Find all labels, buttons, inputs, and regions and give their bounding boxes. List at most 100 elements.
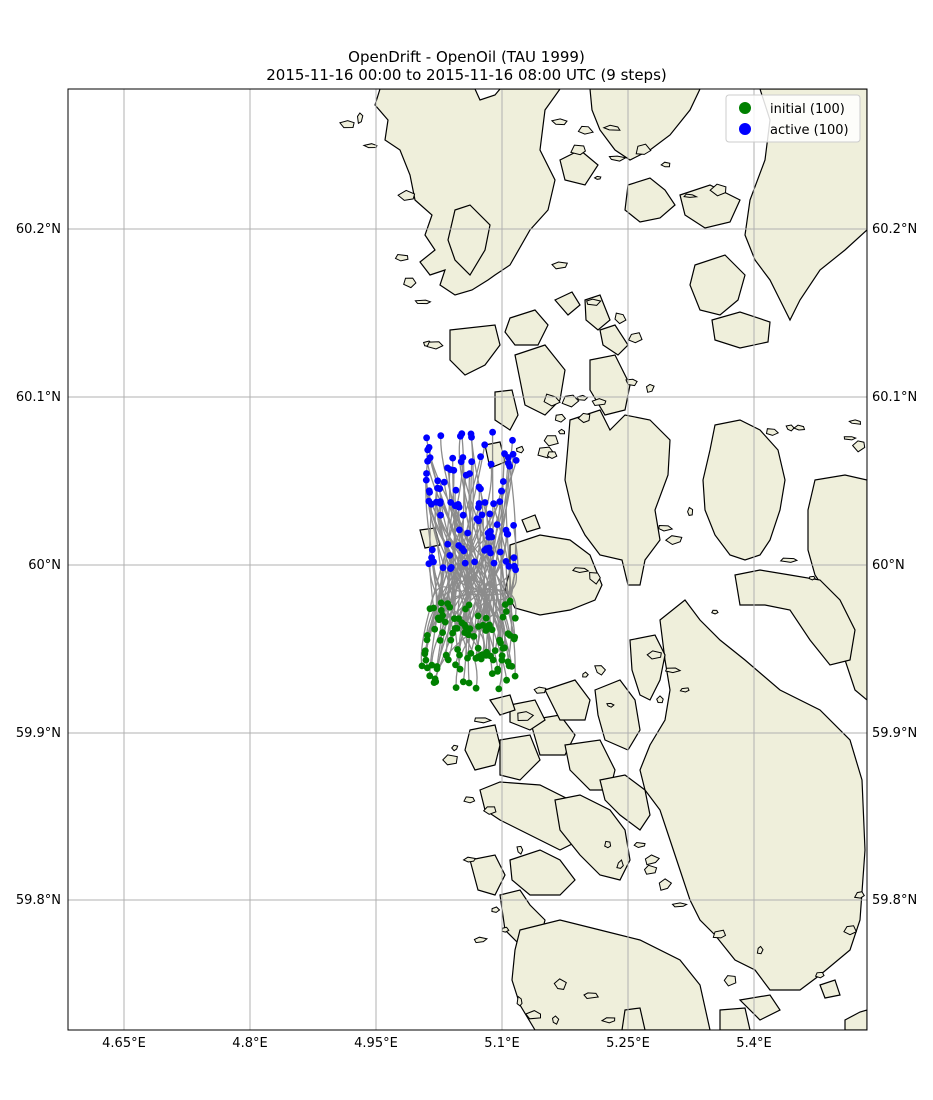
- initial-particle: [482, 614, 490, 622]
- initial-particle: [511, 672, 519, 680]
- islet: [533, 686, 547, 694]
- islet: [397, 189, 416, 201]
- trajectory-line: [467, 550, 486, 684]
- islet: [660, 161, 671, 168]
- active-particle: [511, 562, 518, 570]
- initial-particle: [447, 636, 455, 644]
- initial-particle: [456, 665, 464, 673]
- initial-particle: [503, 676, 510, 684]
- islet: [473, 717, 493, 724]
- initial-particle: [446, 603, 454, 611]
- lat-tick-label-left: 60.1°N: [16, 390, 61, 405]
- active-particle: [428, 546, 436, 554]
- islet: [658, 878, 673, 891]
- islet: [843, 436, 858, 441]
- active-particle: [434, 477, 442, 485]
- islet: [473, 936, 489, 944]
- trajectory-line: [436, 561, 476, 669]
- islet: [600, 1017, 616, 1024]
- initial-particle: [418, 662, 426, 670]
- legend-label-initial: initial (100): [770, 102, 845, 117]
- initial-particle: [442, 651, 450, 659]
- active-particle: [456, 526, 463, 534]
- active-particle: [489, 428, 496, 436]
- lon-tick-label: 5.25°E: [606, 1036, 650, 1051]
- lon-tick-label: 4.65°E: [102, 1036, 146, 1051]
- islet: [606, 702, 615, 708]
- islet: [589, 571, 601, 585]
- active-particle: [473, 515, 481, 523]
- active-particle: [475, 503, 482, 511]
- lat-tick-label-right: 60.1°N: [872, 390, 917, 405]
- active-particle: [501, 450, 508, 458]
- initial-particle: [472, 684, 480, 692]
- trajectory-line: [505, 561, 516, 677]
- islet: [517, 711, 535, 722]
- lat-tick-label-left: 60°N: [28, 558, 61, 573]
- small-islets: [339, 112, 866, 1025]
- legend: initial (100) active (100): [725, 94, 861, 143]
- initial-particles: [418, 597, 519, 693]
- lat-tick-label-left: 60.2°N: [16, 222, 61, 237]
- islet: [779, 557, 799, 563]
- initial-particle: [501, 644, 508, 652]
- islet: [614, 312, 627, 325]
- active-particle: [477, 453, 484, 461]
- active-particle: [466, 470, 473, 477]
- legend-marker-active: [739, 123, 751, 135]
- trajectory-line: [462, 532, 469, 682]
- islet: [586, 298, 602, 306]
- active-particle: [496, 548, 504, 556]
- active-particle: [424, 457, 431, 465]
- active-particle: [510, 522, 517, 529]
- islet: [543, 435, 559, 447]
- islet: [550, 118, 568, 126]
- islet: [851, 440, 866, 453]
- initial-particle: [422, 656, 430, 664]
- islet: [635, 143, 652, 155]
- islet: [570, 144, 586, 156]
- islet: [656, 695, 664, 704]
- active-particle: [451, 502, 459, 510]
- initial-particle: [455, 615, 462, 622]
- islet: [442, 754, 458, 766]
- islet: [658, 524, 674, 532]
- active-particle: [487, 460, 495, 468]
- initial-particle: [459, 678, 467, 686]
- active-particle: [504, 459, 512, 467]
- trajectory-line: [476, 518, 513, 667]
- active-particle: [498, 487, 505, 495]
- map-title-line1: OpenDrift - OpenOil (TAU 1999): [348, 48, 585, 66]
- islet: [551, 1015, 560, 1025]
- trajectory-line: [508, 466, 517, 603]
- active-particle: [481, 441, 489, 449]
- active-particle: [512, 457, 520, 464]
- active-particle: [449, 454, 457, 462]
- islet: [594, 665, 607, 676]
- initial-particle: [464, 654, 471, 662]
- active-particle: [475, 483, 483, 491]
- active-particles: [422, 428, 520, 574]
- initial-particle: [501, 601, 509, 608]
- active-particle: [493, 521, 501, 528]
- active-particle: [502, 558, 510, 565]
- initial-particle: [504, 658, 512, 666]
- lat-tick-label-left: 59.8°N: [16, 893, 61, 908]
- active-particle: [509, 450, 517, 458]
- islet: [516, 445, 525, 454]
- particle-trajectories: [420, 432, 519, 690]
- islet: [451, 744, 459, 752]
- initial-particle: [495, 685, 503, 693]
- active-particle: [478, 511, 486, 519]
- islet: [491, 906, 501, 913]
- initial-particle: [431, 625, 439, 633]
- initial-particle: [465, 679, 473, 687]
- islet: [765, 428, 780, 436]
- islet: [551, 261, 569, 270]
- active-particle: [471, 558, 478, 566]
- islet: [687, 506, 694, 516]
- islet: [501, 926, 510, 933]
- active-particle: [446, 552, 454, 559]
- active-particle: [450, 466, 458, 474]
- islet: [646, 650, 662, 660]
